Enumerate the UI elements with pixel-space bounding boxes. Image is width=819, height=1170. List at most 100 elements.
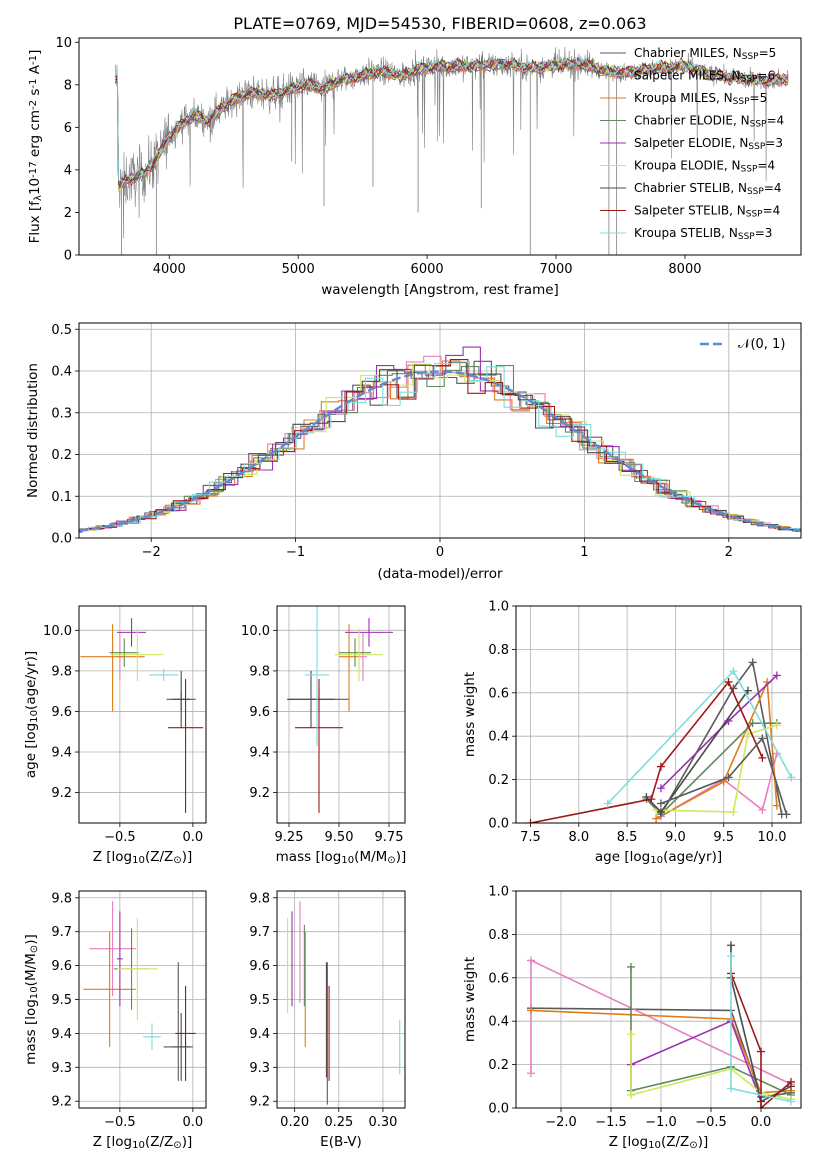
legend-entry: Salpeter ELODIE, NSSP=3: [634, 136, 783, 152]
y-tick-label: 9.3: [249, 1061, 270, 1076]
weight-point-marker: [758, 753, 767, 762]
y-tick-label: 9.2: [249, 1095, 270, 1110]
x-tick-label: 9.75: [375, 830, 404, 845]
weight-point-marker: [787, 1097, 795, 1106]
x-axis-label: Z [log10(Z/Z⊙)]: [93, 849, 193, 866]
weight-point-marker: [603, 799, 612, 808]
y-tick-label: 0.0: [51, 532, 72, 547]
y-tick-label: 0.8: [488, 928, 509, 943]
y-axis-label: mass weight: [462, 672, 478, 757]
y-tick-label: 9.2: [249, 786, 270, 801]
weight-line-series: [655, 681, 778, 820]
weight-point-marker: [527, 956, 535, 965]
y-tick-label: 0.8: [488, 643, 509, 658]
model-spectrum-line: [115, 56, 789, 184]
spectrum-frame: [78, 37, 802, 256]
weight-point-marker: [729, 667, 738, 676]
weight-point-marker: [526, 819, 535, 823]
weight-point-marker: [656, 784, 665, 793]
weight_vs_z-frame: [515, 890, 802, 1109]
spectrum-axes: 4000 5000 6000 7000 8000 0 2 4 6 8 10 wavelength [A…: [27, 36, 702, 298]
y-tick-label: 0.4: [51, 365, 72, 380]
x-tick-label: 8000: [668, 262, 701, 277]
x-tick-label: 6000: [411, 262, 444, 277]
age_vs_z-axes: −0.5 0.0 9.2 9.4 9.6 9.8 10.0 Z [log10(Z/Z⊙)] ag…: [23, 606, 206, 866]
x-axis-label: mass [log10(M/M⊙)]: [276, 849, 407, 866]
histogram-plot-area: [79, 346, 801, 533]
x-tick-label: 9.0: [665, 830, 686, 845]
weight-point-marker: [627, 1090, 635, 1099]
x-tick-label: −1.0: [645, 1115, 677, 1130]
weight_vs_z-axes: −2.0 −1.5 −1.0 −0.5 0.0 0.0 0.2 0.4 0.6 0.8 1.0 Z […: [462, 885, 801, 1151]
y-tick-label: 4: [64, 163, 72, 178]
age_vs_z-frame: [78, 605, 207, 824]
y-tick-label: 9.6: [51, 959, 72, 974]
y-tick-label: 8: [64, 78, 72, 93]
weight-line-series: [730, 973, 792, 1108]
x-axis-label: (data-model)/error: [377, 566, 503, 582]
weight-point-marker: [627, 962, 635, 971]
weight_vs_z-plot-area: [527, 941, 795, 1108]
x-axis-label: E(B-V): [320, 1134, 362, 1150]
x-tick-label: 7.5: [520, 830, 541, 845]
y-tick-label: 10.0: [241, 624, 270, 639]
y-tick-label: 0.2: [488, 773, 509, 788]
weight_vs_age-frame: [515, 605, 802, 824]
y-axis-label: mass [log10(M/M⊙)]: [23, 934, 40, 1065]
y-tick-label: 9.6: [249, 959, 270, 974]
histogram-frame: [78, 322, 802, 539]
x-tick-label: 9.50: [325, 830, 354, 845]
y-tick-label: 2: [64, 206, 72, 221]
legend-entry: Kroupa MILES, NSSP=5: [634, 91, 767, 107]
x-tick-label: 8.5: [617, 830, 638, 845]
x-axis-label: Z [log10(Z/Z⊙)]: [609, 1134, 709, 1151]
weight-point-marker: [727, 952, 735, 961]
x-tick-label: 0.25: [324, 1115, 353, 1130]
y-tick-label: 9.8: [51, 664, 72, 679]
legend-entry: Kroupa ELODIE, NSSP=4: [634, 159, 775, 175]
y-tick-label: 0.2: [488, 1058, 509, 1073]
age_vs_mass-axes: 9.25 9.50 9.75 9.2 9.4 9.6 9.8 10.0 mass [log10(…: [241, 606, 406, 866]
y-axis-label: mass weight: [462, 957, 478, 1042]
mass_vs_ebv-frame: [276, 890, 406, 1109]
y-tick-label: 9.5: [249, 993, 270, 1008]
mass_vs_z-plot-area: [83, 901, 196, 1081]
x-tick-label: −0.5: [104, 1115, 136, 1130]
weight-line-series: [645, 722, 777, 816]
x-axis-label: age [log10(age/yr)]: [595, 849, 722, 866]
x-tick-label: 4000: [153, 262, 186, 277]
x-tick-label: −1: [286, 545, 305, 560]
x-tick-label: −0.5: [695, 1115, 727, 1130]
weight-line-series: [656, 724, 778, 813]
model-spectrum-line: [115, 58, 789, 186]
x-tick-label: 1: [580, 545, 588, 560]
y-tick-label: 9.7: [51, 925, 72, 940]
weight-line-series: [660, 736, 788, 815]
mass_vs_ebv-axes: 0.20 0.25 0.30 9.2 9.3 9.4 9.5 9.6 9.7 9.8 E(B-V): [249, 891, 405, 1150]
weight-point-marker: [627, 1030, 635, 1039]
x-tick-label: 7000: [539, 262, 572, 277]
weight-point-marker: [656, 762, 665, 771]
age_vs_mass-frame: [276, 605, 406, 824]
weight-point-marker: [772, 801, 781, 810]
y-tick-label: 0.2: [51, 448, 72, 463]
y-tick-label: 9.4: [249, 746, 270, 761]
y-tick-label: 0.4: [488, 1015, 509, 1030]
y-tick-label: 9.2: [51, 786, 72, 801]
x-tick-label: 0.20: [280, 1115, 309, 1130]
model-spectrum-line: [114, 56, 789, 183]
y-tick-label: 0.6: [488, 686, 509, 701]
y-tick-label: 9.8: [249, 891, 270, 906]
weight-point-marker: [729, 808, 738, 817]
weight-point-marker: [724, 773, 733, 782]
y-tick-label: 9.8: [51, 891, 72, 906]
weight-point-marker: [527, 1069, 535, 1078]
y-tick-label: 9.4: [51, 746, 72, 761]
x-tick-label: 10.0: [758, 830, 787, 845]
x-tick-label: 9.25: [275, 830, 304, 845]
y-axis-label: Normed distribution: [25, 363, 41, 498]
weight-point-marker: [743, 686, 752, 695]
mass_vs_z-frame: [78, 890, 207, 1109]
weight-point-marker: [772, 671, 781, 680]
y-tick-label: 0.3: [51, 406, 72, 421]
